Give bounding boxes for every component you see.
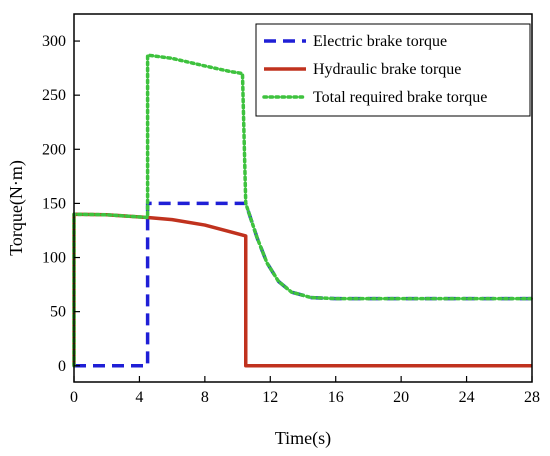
x-tick-label: 20 (393, 389, 409, 406)
x-tick-label: 16 (328, 389, 344, 406)
y-tick-label: 300 (42, 33, 66, 50)
y-tick-label: 200 (42, 141, 66, 158)
y-tick-label: 100 (42, 250, 66, 267)
x-tick-label: 8 (201, 389, 209, 406)
ticks-layer: 0 4 8 12 16 20 24 28 0 50 100 150 200 250 300 (42, 33, 540, 406)
y-tick-label: 150 (42, 195, 66, 212)
x-tick-label: 24 (459, 389, 475, 406)
series-line-1 (74, 201, 532, 368)
series-layer (72, 53, 534, 368)
x-tick-label: 12 (262, 389, 278, 406)
series-line-3 (72, 53, 534, 368)
x-tick-label: 28 (524, 389, 540, 406)
legend-label-1: Electric brake torque (313, 33, 447, 50)
x-axis-label: Time(s) (275, 428, 331, 449)
y-tick-label: 250 (42, 87, 66, 104)
x-tick-label: 4 (135, 389, 143, 406)
legend: Electric brake torque Hydraulic brake tor… (255, 23, 531, 117)
y-tick-label: 0 (58, 358, 66, 375)
x-tick-label: 0 (70, 389, 78, 406)
y-tick-label: 50 (50, 304, 66, 321)
y-axis-label: Torque(N·m) (6, 160, 27, 256)
plot-frame (73, 13, 533, 383)
series-line-2 (72, 212, 532, 368)
legend-label-3: Total required brake torque (313, 89, 487, 106)
legend-label-2: Hydraulic brake torque (313, 61, 461, 78)
